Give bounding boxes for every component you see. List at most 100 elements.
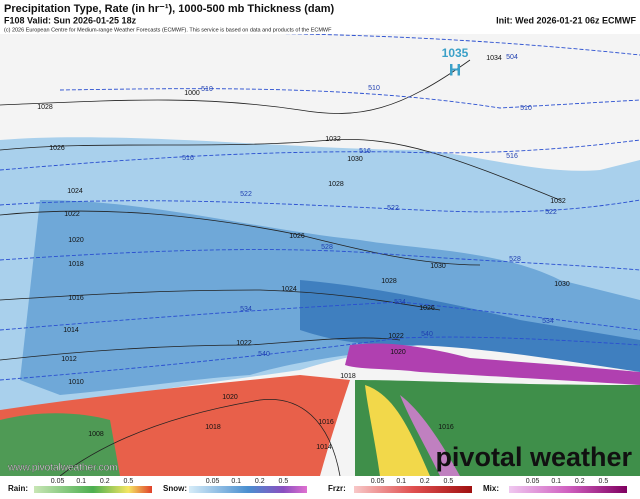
legend-bar — [189, 486, 307, 493]
isobar — [0, 139, 561, 201]
legend-bar — [34, 486, 152, 493]
isobar-label: 1016 — [318, 419, 334, 426]
isobar-label: 1026 — [49, 145, 65, 152]
isobar-label: 1022 — [64, 211, 80, 218]
isobar-label: 1018 — [340, 373, 356, 380]
isobar-label: 1020 — [68, 237, 84, 244]
legend-label: Snow: — [163, 484, 187, 493]
legend-tick: 0.1 — [551, 478, 561, 485]
isobar-label: 1028 — [328, 181, 344, 188]
legend-tick: 0.05 — [206, 478, 220, 485]
isobar — [0, 289, 441, 311]
isobar-label: 1028 — [381, 278, 397, 285]
watermark-brand: pivotal weather — [435, 442, 632, 472]
legend-tick: 0.05 — [51, 478, 65, 485]
mix-ocean — [400, 395, 460, 476]
thickness-label: 516 — [182, 155, 194, 162]
isobar-label: 1018 — [68, 261, 84, 268]
legend-bar — [354, 486, 472, 493]
thickness-label: 510 — [520, 105, 532, 112]
isobar-label: 1030 — [554, 281, 570, 288]
legend-tick: 0.1 — [76, 478, 86, 485]
isobar-label: 1022 — [388, 333, 404, 340]
isobar-label: 1000 — [184, 90, 200, 97]
thickness-lines — [0, 29, 640, 381]
isobar-label: 1026 — [419, 305, 435, 312]
isobar-label: 1026 — [289, 233, 305, 240]
thickness-label: 528 — [509, 256, 521, 263]
thickness-label: 534 — [542, 318, 554, 325]
thickness-label: 540 — [258, 351, 270, 358]
isobar-label: 1008 — [88, 431, 104, 438]
init-time: Init: Wed 2026-01-21 06z ECMWF — [496, 15, 636, 25]
rain-west — [0, 413, 120, 476]
rain-ocean — [355, 380, 640, 476]
legend-tick: 0.1 — [396, 478, 406, 485]
thickness-line — [0, 249, 640, 271]
isobar-label: 1034 — [486, 55, 502, 62]
isobar-label: 1012 — [61, 356, 77, 363]
high-pressure-symbol: H — [449, 60, 461, 79]
isobar-label: 1032 — [550, 198, 566, 205]
thickness-label: 540 — [421, 331, 433, 338]
legend: Rain: 0.05 0.1 0.2 0.5 Snow: 0.05 0.1 0.2 0.5 Frzr… — [8, 478, 627, 493]
isobar-label: 1024 — [281, 286, 297, 293]
rain-heavy — [365, 385, 430, 476]
legend-tick: 0.5 — [279, 478, 289, 485]
isobar-label: 1032 — [325, 136, 341, 143]
mix-band — [345, 343, 640, 385]
legend-tick: 0.1 — [231, 478, 241, 485]
header-band — [0, 0, 640, 34]
thickness-label: 516 — [359, 148, 371, 155]
legend-tick: 0.05 — [371, 478, 385, 485]
legend-tick: 0.5 — [599, 478, 609, 485]
isobar-label: 1016 — [438, 424, 454, 431]
high-pressure-value: 1035 — [442, 46, 469, 60]
isobar — [0, 210, 481, 266]
isobar — [0, 59, 471, 114]
thickness-label: 528 — [321, 244, 333, 251]
legend-tick: 0.5 — [444, 478, 454, 485]
thickness-label: 504 — [506, 54, 518, 61]
legend-tick: 0.2 — [575, 478, 585, 485]
thickness-label: 534 — [240, 306, 252, 313]
isobar-label: 1020 — [390, 349, 406, 356]
isobar-label: 1016 — [68, 295, 84, 302]
thickness-label: 522 — [545, 209, 557, 216]
thickness-line — [0, 301, 640, 331]
thickness-label: 522 — [387, 205, 399, 212]
isobar-label: 1018 — [205, 424, 221, 431]
legend-bar — [509, 486, 627, 493]
thickness-line — [59, 88, 640, 109]
isobar-label: 1010 — [68, 379, 84, 386]
legend-tick: 0.2 — [420, 478, 430, 485]
isobar-label: 1030 — [347, 156, 363, 163]
credit: (c) 2026 European Centre for Medium-rang… — [4, 27, 332, 33]
thickness-label: 534 — [394, 299, 406, 306]
isobar-label: 1020 — [222, 394, 238, 401]
legend-tick: 0.5 — [124, 478, 134, 485]
isobar-label: 1014 — [316, 444, 332, 451]
thickness-line — [0, 199, 640, 213]
thickness-label: 522 — [240, 191, 252, 198]
isobar — [59, 398, 341, 477]
isobars — [0, 59, 561, 477]
isobar — [0, 337, 401, 361]
thickness-label: 510 — [201, 86, 213, 93]
title: Precipitation Type, Rate (in hr⁻¹), 1000… — [4, 3, 335, 15]
isobar-label: 1030 — [430, 263, 446, 270]
thickness-line — [0, 336, 640, 381]
thickness-label: 516 — [506, 153, 518, 160]
watermark-url: www.pivotalweather.com — [7, 463, 118, 474]
legend-label: Frzr: — [328, 484, 346, 493]
isobar-label: 1024 — [67, 188, 83, 195]
legend-label: Rain: — [8, 484, 28, 493]
legend-tick: 0.2 — [100, 478, 110, 485]
isobar-label: 1028 — [37, 104, 53, 111]
thickness-line — [0, 139, 640, 171]
valid-time: F108 Valid: Sun 2026-01-25 18z — [4, 15, 137, 25]
isobar-label: 1014 — [63, 327, 79, 334]
legend-tick: 0.05 — [526, 478, 540, 485]
legend-tick: 0.2 — [255, 478, 265, 485]
